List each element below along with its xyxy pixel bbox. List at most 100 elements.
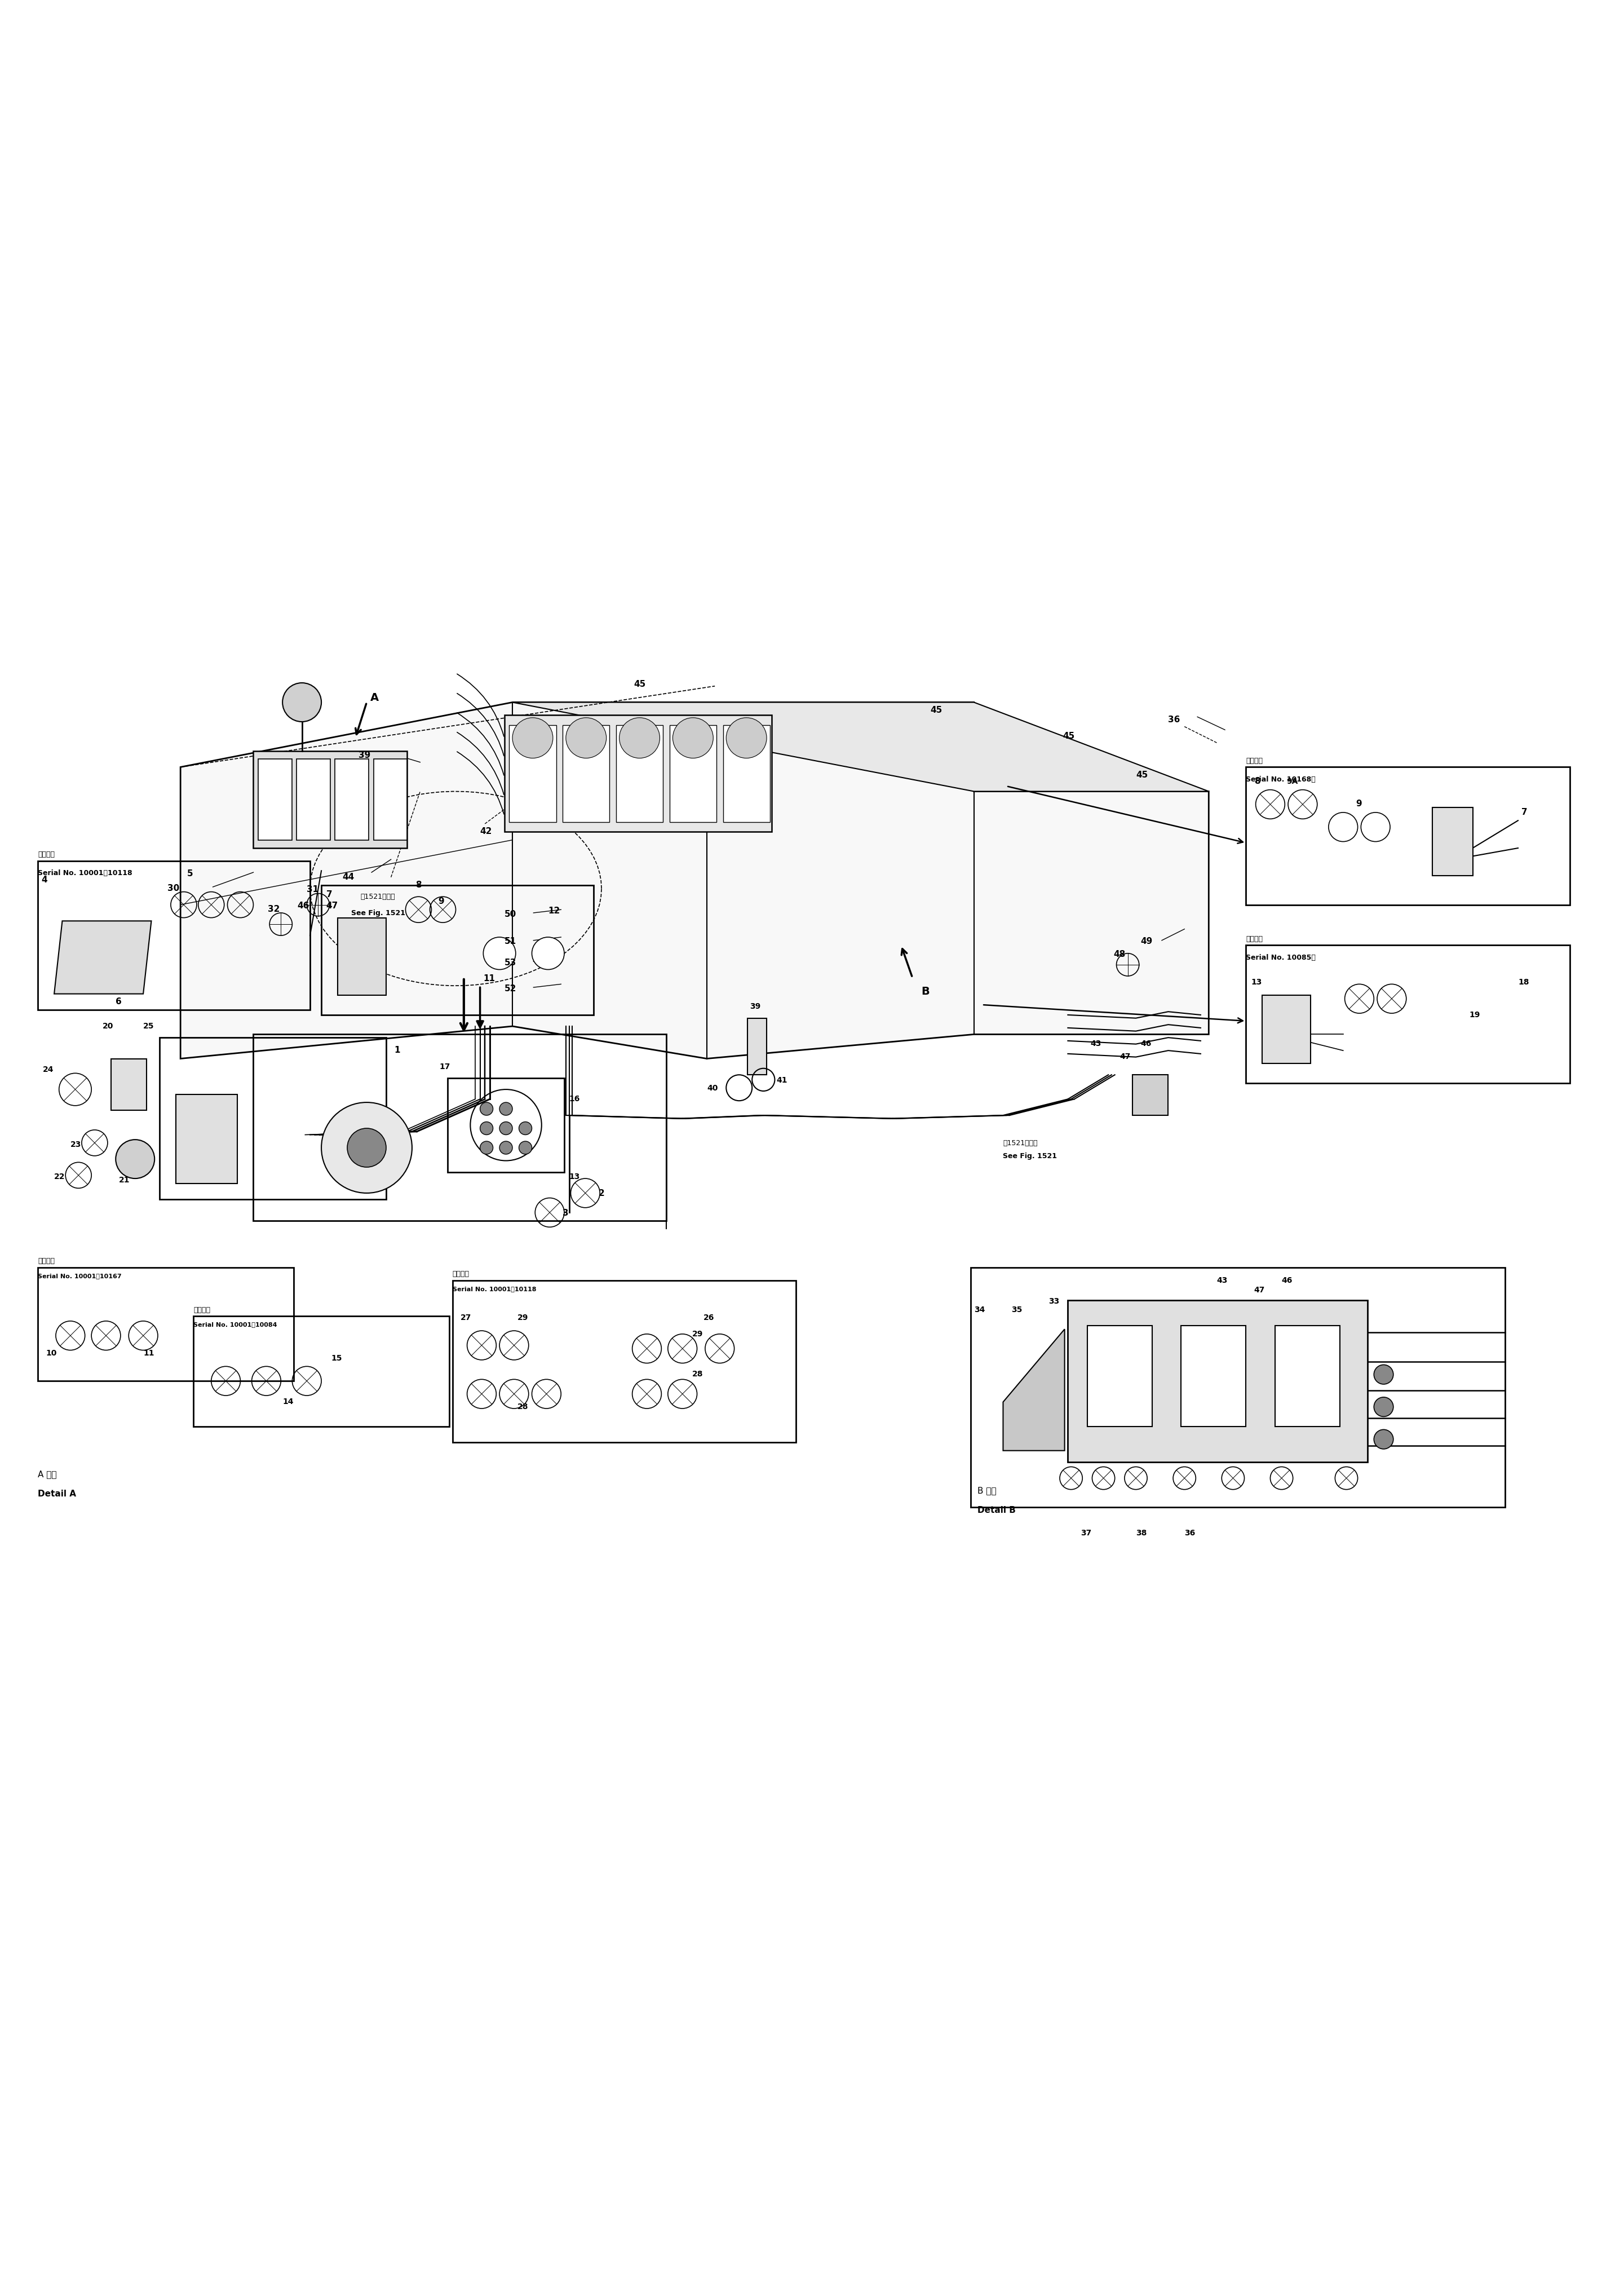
Bar <box>1275 1327 1340 1426</box>
Circle shape <box>500 1123 513 1134</box>
Bar <box>1181 1327 1246 1426</box>
Text: 49: 49 <box>1140 937 1153 946</box>
Text: 53: 53 <box>505 957 516 967</box>
Bar <box>1246 946 1570 1084</box>
Text: 47: 47 <box>1119 1052 1130 1061</box>
Text: 適用号機: 適用号機 <box>1246 934 1263 941</box>
Bar <box>37 861 310 1010</box>
Text: 51: 51 <box>505 937 516 946</box>
Circle shape <box>565 719 606 758</box>
Text: 42: 42 <box>481 827 492 836</box>
Text: 適用号機: 適用号機 <box>193 1306 211 1313</box>
Circle shape <box>348 1130 387 1166</box>
Text: See Fig. 1521: See Fig. 1521 <box>351 909 404 916</box>
Bar <box>510 726 555 822</box>
Bar <box>615 726 663 822</box>
Text: 21: 21 <box>119 1176 130 1185</box>
Bar <box>193 1316 450 1426</box>
Text: 27: 27 <box>461 1313 471 1320</box>
Text: 28: 28 <box>692 1371 703 1378</box>
Text: 31: 31 <box>307 886 318 893</box>
Text: 適用号機: 適用号機 <box>1246 758 1263 765</box>
Circle shape <box>484 937 516 969</box>
Text: 30: 30 <box>167 884 180 893</box>
Text: 7: 7 <box>1522 808 1527 815</box>
Text: 6: 6 <box>115 996 122 1006</box>
Text: See Fig. 1521: See Fig. 1521 <box>1004 1153 1057 1159</box>
Text: 12: 12 <box>547 907 560 914</box>
Text: 20: 20 <box>102 1022 114 1031</box>
Text: A: A <box>370 691 378 703</box>
Bar <box>338 918 387 996</box>
Bar <box>253 751 408 850</box>
Text: 28: 28 <box>518 1403 528 1410</box>
Circle shape <box>283 684 322 723</box>
Bar <box>175 1095 237 1185</box>
Circle shape <box>513 719 552 758</box>
Bar <box>322 886 593 1015</box>
Bar <box>67 934 132 985</box>
Text: Serial No. 10085～: Serial No. 10085～ <box>1246 953 1315 962</box>
Text: 適用号機: 適用号機 <box>453 1270 469 1277</box>
Text: 37: 37 <box>1082 1529 1091 1536</box>
Text: 9: 9 <box>1356 799 1363 808</box>
Circle shape <box>1374 1430 1393 1449</box>
Text: 40: 40 <box>706 1084 718 1093</box>
Text: 14: 14 <box>283 1398 294 1405</box>
Text: 41: 41 <box>776 1077 788 1084</box>
Circle shape <box>1374 1366 1393 1384</box>
Text: 24: 24 <box>42 1065 54 1075</box>
Bar <box>258 760 292 840</box>
Bar <box>297 760 330 840</box>
Text: 22: 22 <box>54 1173 65 1180</box>
Bar <box>453 1281 796 1442</box>
Text: 32: 32 <box>268 905 279 914</box>
Text: 16: 16 <box>568 1095 580 1102</box>
Text: 11: 11 <box>484 974 495 983</box>
Text: 45: 45 <box>633 680 646 689</box>
Text: 8: 8 <box>1254 776 1260 785</box>
Text: A 詳註: A 詳註 <box>37 1469 57 1479</box>
Bar <box>723 726 770 822</box>
Text: 26: 26 <box>703 1313 715 1320</box>
Text: 7: 7 <box>326 891 333 898</box>
Text: 11: 11 <box>143 1350 154 1357</box>
Circle shape <box>672 719 713 758</box>
Circle shape <box>481 1123 494 1134</box>
Bar <box>1088 1327 1151 1426</box>
Text: 10: 10 <box>45 1350 57 1357</box>
Text: 45: 45 <box>931 705 942 714</box>
Bar <box>374 760 408 840</box>
Text: 18: 18 <box>1518 978 1530 985</box>
Polygon shape <box>180 703 1208 1058</box>
Text: 39: 39 <box>359 751 370 760</box>
Text: 38: 38 <box>1135 1529 1147 1536</box>
Bar <box>1432 808 1473 877</box>
Text: 9A: 9A <box>1286 778 1298 785</box>
Text: 9: 9 <box>438 898 443 905</box>
Circle shape <box>520 1123 533 1134</box>
Text: 47: 47 <box>326 902 338 909</box>
Text: 46: 46 <box>297 902 309 909</box>
Text: 13: 13 <box>1250 978 1262 985</box>
Bar <box>669 726 716 822</box>
Text: Serial No. 10001～10118: Serial No. 10001～10118 <box>37 870 133 877</box>
Text: 43: 43 <box>1091 1040 1101 1047</box>
Circle shape <box>322 1102 412 1194</box>
Text: 1: 1 <box>395 1045 400 1054</box>
Polygon shape <box>1132 1075 1168 1116</box>
Text: 15: 15 <box>331 1355 343 1362</box>
Bar <box>335 760 369 840</box>
Text: 36: 36 <box>1184 1529 1195 1536</box>
Bar <box>1246 767 1570 905</box>
Text: 4: 4 <box>41 875 47 884</box>
Circle shape <box>726 719 767 758</box>
Text: 36: 36 <box>1168 716 1181 723</box>
Circle shape <box>500 1141 513 1155</box>
Text: 48: 48 <box>1112 951 1125 957</box>
Text: 45: 45 <box>1064 732 1075 739</box>
Text: 19: 19 <box>1470 1010 1481 1019</box>
Text: Serial No. 10168～: Serial No. 10168～ <box>1246 776 1315 783</box>
Bar <box>971 1267 1505 1508</box>
Text: 適用号機: 適用号機 <box>37 852 55 859</box>
